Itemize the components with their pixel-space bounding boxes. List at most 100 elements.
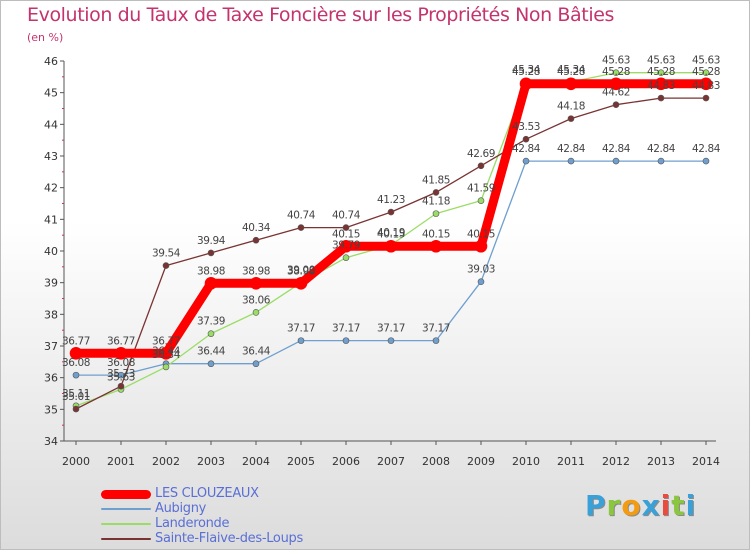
data-point [612,157,620,165]
data-point [477,197,485,204]
data-label: 38.98 [197,265,225,277]
data-point [702,157,710,165]
data-label: 36.77 [62,335,90,347]
data-point [297,224,305,231]
data-label: 36.44 [242,346,271,358]
data-point [474,239,488,253]
data-label: 36.08 [62,357,90,369]
data-label: 35.01 [62,391,90,403]
legend-label: Sainte-Flaive-des-Loups [155,531,303,546]
data-label: 45.63 [647,55,675,67]
data-point [297,337,305,344]
x-tick-label: 2006 [332,455,360,468]
x-tick-label: 2013 [647,455,675,468]
data-point [69,346,83,360]
legend-swatch [101,489,151,499]
data-point [432,337,440,344]
data-point [567,157,575,165]
x-tick-label: 2005 [287,455,315,468]
data-point [654,77,668,91]
data-point [657,157,665,165]
y-tick-label: 46 [44,55,58,68]
x-tick-label: 2001 [107,455,135,468]
chart-subtitle: (en %) [27,31,64,44]
data-label: 43.53 [512,121,540,133]
logo-letter: o [621,489,642,522]
data-point [342,337,350,344]
data-label: 40.74 [332,210,361,222]
data-label: 45.63 [692,55,720,67]
data-point [702,69,710,77]
data-point [612,101,620,108]
data-point [564,77,578,91]
logo-letter: r [606,489,622,522]
data-point [72,405,80,413]
data-point [432,189,440,196]
data-label: 35.73 [107,368,135,380]
y-tick-label: 34 [44,435,58,448]
data-label: 37.17 [422,323,450,335]
data-label: 36.77 [107,335,135,347]
data-label: 41.85 [422,174,450,186]
legend-label: Aubigny [155,501,207,516]
data-point [699,77,713,91]
data-label: 41.59 [467,183,495,195]
series-aubigny [72,157,710,379]
data-label: 45.63 [602,55,630,67]
y-tick-label: 41 [44,213,58,226]
data-point [432,210,440,217]
y-tick-label: 37 [44,340,58,353]
data-point [522,157,530,165]
data-point [204,276,218,290]
data-label: 40.15 [422,228,450,240]
data-label: 37.17 [377,323,405,335]
y-tick-label: 36 [44,372,58,385]
data-point [612,69,620,77]
data-point [609,77,623,91]
y-tick-label: 39 [44,277,58,290]
data-label: 42.84 [512,143,541,155]
x-tick-label: 2008 [422,455,450,468]
data-point [342,254,350,261]
data-label: 41.18 [422,196,450,208]
data-point [702,94,710,102]
data-label: 38.98 [242,265,270,277]
y-tick-label: 44 [44,118,58,131]
data-point [342,224,350,231]
data-point [117,382,125,390]
legend-label: LES CLOUZEAUX [155,486,259,501]
data-point [387,337,395,344]
data-label: 40.34 [242,222,271,234]
data-point [429,239,443,253]
x-tick-label: 2002 [152,455,180,468]
logo-letter: i [685,489,697,522]
data-label: 37.17 [287,323,315,335]
y-tick-label: 45 [44,87,58,100]
data-label: 45.34 [512,64,541,76]
data-point [207,249,215,257]
series-sainte-flaive-des-loups [72,94,710,413]
data-label: 42.84 [692,143,721,155]
series-line [71,79,711,358]
data-label: 39.54 [152,248,181,260]
series-les-clouzeaux [69,77,713,360]
data-point [339,239,353,253]
legend-label: Landeronde [155,516,230,531]
data-label: 36.44 [152,346,181,358]
data-point [117,371,125,379]
data-point [252,236,260,244]
data-label: 40.15 [467,228,495,240]
data-label: 39.79 [332,240,360,252]
data-point [207,360,215,368]
data-label: 44.83 [647,80,675,92]
chart-title: Evolution du Taux de Taxe Foncière sur l… [27,4,615,26]
logo-letter: P [585,489,607,522]
data-label: 36.34 [152,349,181,361]
y-tick-label: 43 [44,150,58,163]
data-point [477,162,485,170]
legend-swatch [101,538,151,540]
x-tick-label: 2000 [62,455,90,468]
data-label: 45.28 [512,66,540,78]
